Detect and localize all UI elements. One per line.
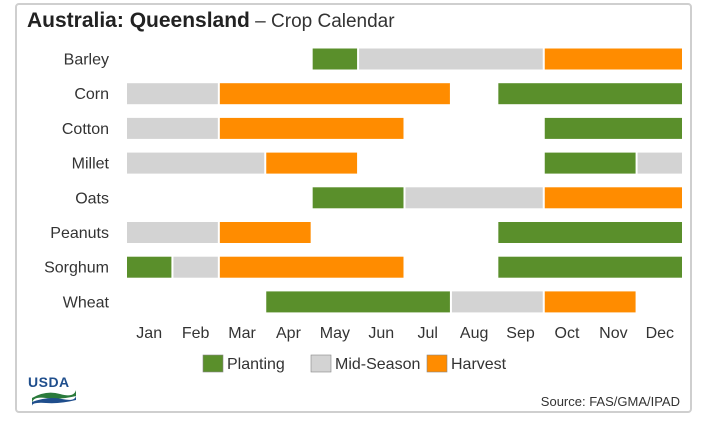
crop-row-cotton: Cotton xyxy=(62,116,683,140)
month-label-jun: Jun xyxy=(368,325,394,342)
month-label-jan: Jan xyxy=(136,325,162,342)
crop-row-barley: Barley xyxy=(64,47,683,71)
month-label-oct: Oct xyxy=(555,325,580,342)
bar-sorghum-harvest-3 xyxy=(218,255,405,279)
bar-sorghum-planting-4 xyxy=(497,255,684,279)
chart-title: Australia: Queensland – Crop Calendar xyxy=(27,9,395,33)
crop-label-corn: Corn xyxy=(74,86,109,103)
bar-millet-planting-3 xyxy=(543,151,637,175)
month-label-may: May xyxy=(320,325,350,342)
crop-label-cotton: Cotton xyxy=(62,121,109,138)
bar-wheat-planting-1 xyxy=(265,290,451,314)
bar-barley-harvest-3 xyxy=(543,47,683,71)
usda-logo-text: USDA xyxy=(28,374,70,390)
bar-corn-harvest-2 xyxy=(218,82,451,106)
crop-row-oats: Oats xyxy=(75,186,683,210)
bar-wheat-midseason-2 xyxy=(450,290,544,314)
chart-title-subtitle: – Crop Calendar xyxy=(249,11,395,32)
bar-peanuts-harvest-2 xyxy=(218,221,312,244)
crop-label-barley: Barley xyxy=(64,52,109,69)
legend-label-harvest: Harvest xyxy=(451,356,507,373)
month-label-jul: Jul xyxy=(417,325,437,342)
legend-label-mid-season: Mid-Season xyxy=(335,356,420,373)
bar-oats-midseason-2 xyxy=(404,186,544,210)
legend-swatch-planting xyxy=(202,354,224,373)
bar-oats-planting-1 xyxy=(311,186,405,210)
bar-corn-planting-3 xyxy=(497,82,684,106)
crop-label-wheat: Wheat xyxy=(63,294,110,311)
crop-label-peanuts: Peanuts xyxy=(50,225,109,242)
month-axis: Jan Feb Mar Apr May Jun Jul Aug Sep Oct Nov Dec xyxy=(136,325,674,342)
bar-oats-harvest-3 xyxy=(543,186,683,210)
bar-millet-midseason-1 xyxy=(126,151,266,175)
crop-row-peanuts: Peanuts xyxy=(50,221,684,244)
crop-row-wheat: Wheat xyxy=(63,290,637,314)
month-label-dec: Dec xyxy=(646,325,674,342)
legend-swatch-mid-season xyxy=(310,354,332,373)
bar-sorghum-midseason-2 xyxy=(172,255,219,279)
month-label-mar: Mar xyxy=(228,325,256,342)
bar-wheat-harvest-3 xyxy=(543,290,637,314)
source-note: Source: FAS/GMA/IPAD xyxy=(540,394,680,409)
month-label-nov: Nov xyxy=(599,325,627,342)
crop-label-oats: Oats xyxy=(75,190,109,207)
crop-row-sorghum: Sorghum xyxy=(44,255,684,279)
month-label-apr: Apr xyxy=(276,325,302,342)
bar-millet-harvest-2 xyxy=(265,151,359,175)
month-label-sep: Sep xyxy=(506,325,535,342)
crop-label-sorghum: Sorghum xyxy=(44,260,109,277)
usda-logo xyxy=(32,390,76,406)
bar-millet-midseason-4 xyxy=(636,151,683,175)
crop-row-millet: Millet xyxy=(72,151,683,175)
chart-title-bold: Australia: Queensland xyxy=(27,9,250,32)
legend: Planting Mid-Season Harvest xyxy=(202,354,507,373)
bar-barley-planting-1 xyxy=(311,47,359,71)
bar-peanuts-planting-3 xyxy=(497,221,684,244)
bar-cotton-midseason-1 xyxy=(126,116,219,140)
bar-peanuts-midseason-1 xyxy=(126,221,219,244)
crop-rows: Barley Corn Cotton Millet Oats Peanuts Sorghum… xyxy=(44,47,684,314)
crop-label-millet: Millet xyxy=(72,156,110,173)
bar-corn-midseason-1 xyxy=(126,82,219,106)
legend-label-planting: Planting xyxy=(227,356,285,373)
bar-cotton-planting-3 xyxy=(543,116,683,140)
month-label-feb: Feb xyxy=(182,325,210,342)
legend-swatch-harvest xyxy=(426,354,448,373)
bar-sorghum-planting-1 xyxy=(126,255,173,279)
crop-row-corn: Corn xyxy=(74,82,684,106)
bar-cotton-harvest-2 xyxy=(218,116,405,140)
month-label-aug: Aug xyxy=(460,325,488,342)
bar-barley-midseason-2 xyxy=(358,47,544,71)
